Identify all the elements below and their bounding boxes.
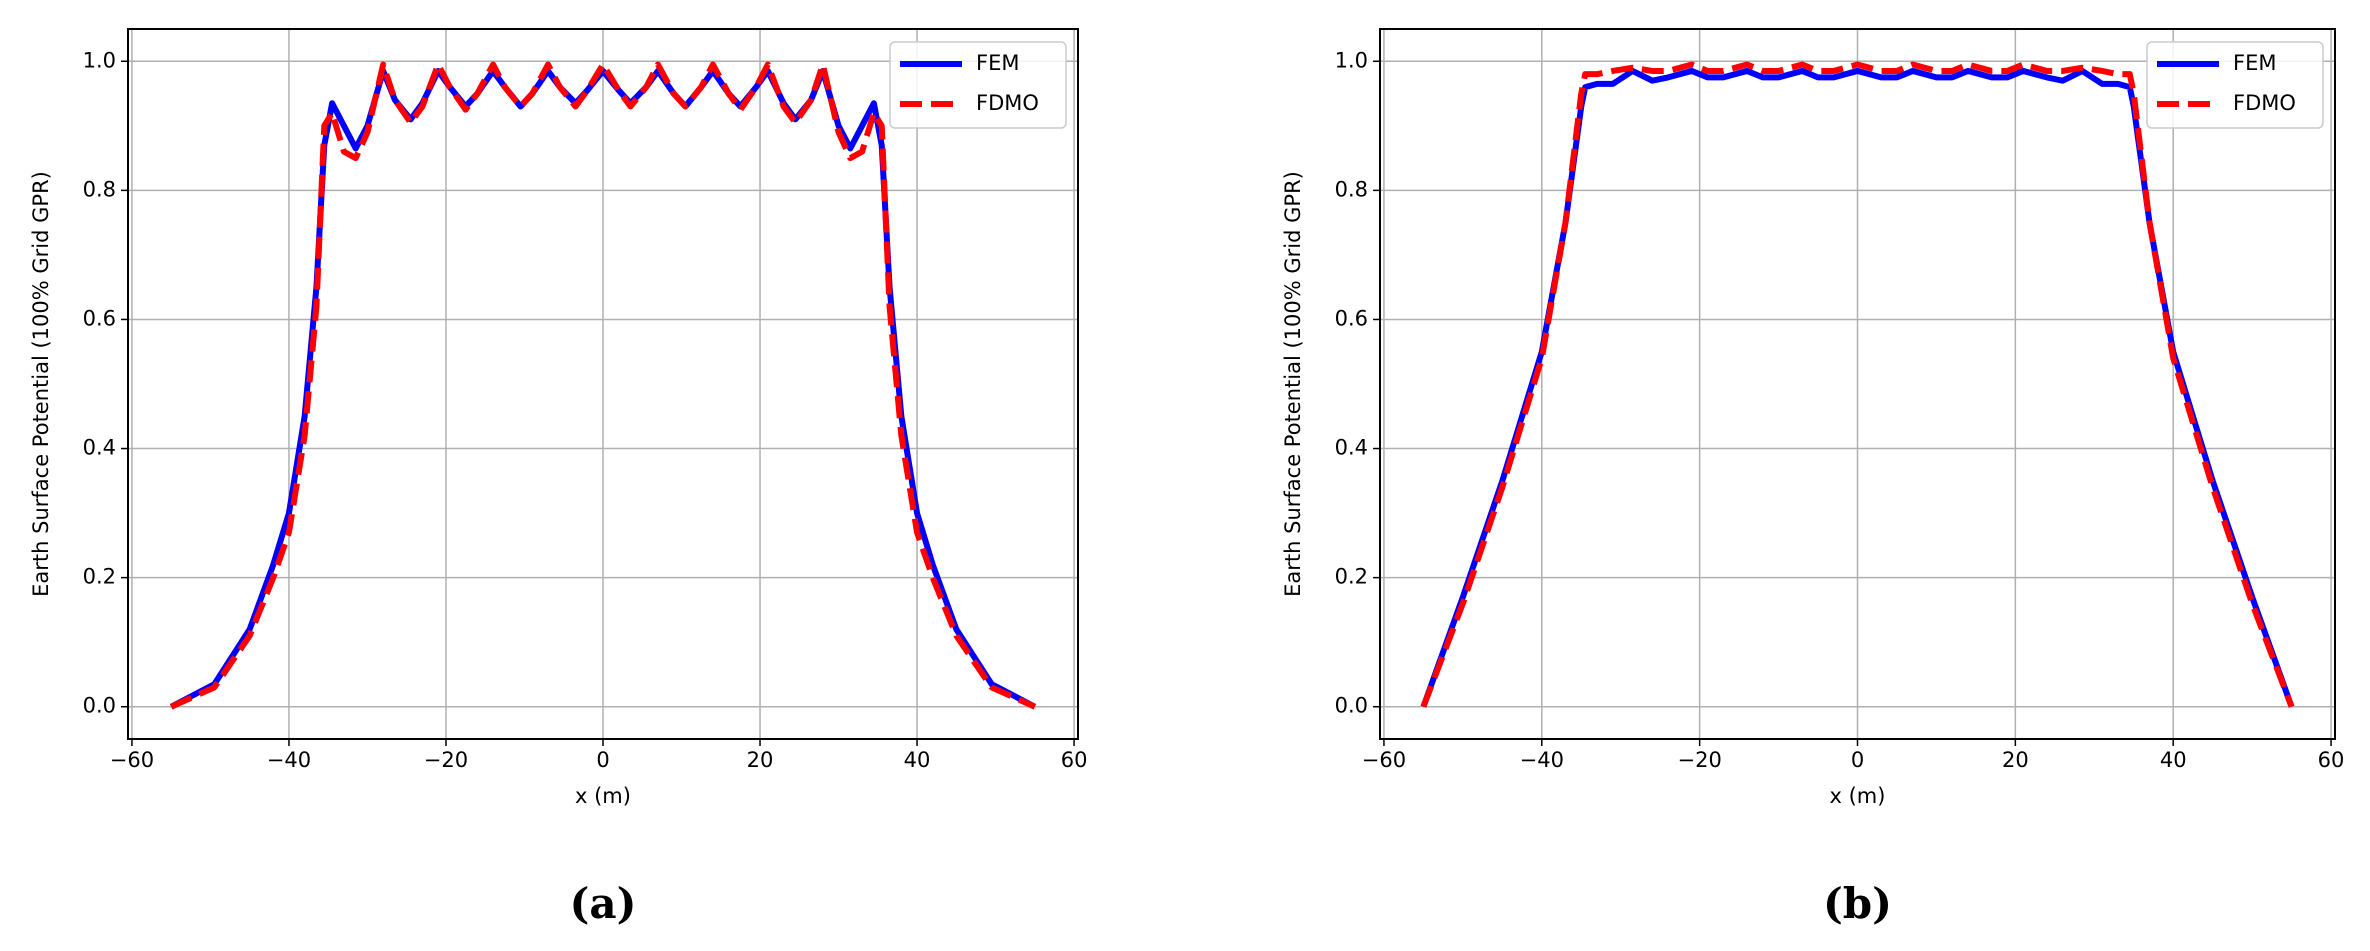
y-tick-label: 0.4 xyxy=(1335,436,1368,460)
x-tick-label: −20 xyxy=(424,748,468,772)
x-tick-label: −60 xyxy=(1362,748,1406,772)
x-tick-label: −60 xyxy=(110,748,154,772)
caption: (a) xyxy=(570,879,637,928)
x-tick-label: 60 xyxy=(1061,748,1088,772)
series-line xyxy=(169,67,1037,710)
x-tick-label: 20 xyxy=(747,748,774,772)
x-tick-label: 60 xyxy=(2318,748,2345,772)
legend: FEM FDMO xyxy=(2146,41,2324,129)
x-axis-label: x (m) xyxy=(575,784,631,808)
x-tick-label: −20 xyxy=(1677,748,1721,772)
y-tick-label: 0.6 xyxy=(83,306,116,330)
series-line xyxy=(1420,67,2295,708)
x-tick-label: 40 xyxy=(2160,748,2187,772)
plot-frame xyxy=(1379,28,2336,740)
y-tick-label: 1.0 xyxy=(83,48,116,72)
legend-label: FEM xyxy=(976,51,1019,75)
y-axis-label: Earth Surface Potential (100% Grid GPR) xyxy=(29,171,53,597)
x-tick-label: −40 xyxy=(267,748,311,772)
x-tick-label: 0 xyxy=(1851,748,1864,772)
subplot: −60 −40 −20 0 20 40 60 0.0 0.2 0.4 0.6 0.8 1.0 x (m) E… xyxy=(29,28,1088,928)
x-tick-label: 0 xyxy=(596,748,609,772)
plot-frame xyxy=(127,28,1079,740)
subplot: −60 −40 −20 0 20 40 60 0.0 0.2 0.4 0.6 0.8 1.0 x (m) E… xyxy=(1281,28,2345,928)
y-tick-label: 0.4 xyxy=(83,436,116,460)
y-tick-label: 0.2 xyxy=(83,565,116,589)
y-tick-label: 0.0 xyxy=(83,694,116,718)
y-tick-label: 0.8 xyxy=(83,177,116,201)
y-tick-label: 0.8 xyxy=(1335,177,1368,201)
x-axis-label: x (m) xyxy=(1830,784,1886,808)
y-tick-label: 0.6 xyxy=(1335,306,1368,330)
x-tick-label: 40 xyxy=(904,748,931,772)
y-tick-label: 0.2 xyxy=(1335,565,1368,589)
x-tick-label: 20 xyxy=(2002,748,2029,772)
legend-label: FDMO xyxy=(2233,91,2296,115)
legend-label: FDMO xyxy=(976,91,1039,115)
series-line xyxy=(169,61,1037,710)
y-tick-label: 1.0 xyxy=(1335,48,1368,72)
series-line xyxy=(1420,61,2295,708)
legend: FEM FDMO xyxy=(889,41,1067,129)
legend-label: FEM xyxy=(2233,51,2276,75)
caption: (b) xyxy=(1823,879,1892,928)
y-axis-label: Earth Surface Potential (100% Grid GPR) xyxy=(1281,171,1305,597)
y-tick-label: 0.0 xyxy=(1335,694,1368,718)
x-tick-label: −40 xyxy=(1520,748,1564,772)
